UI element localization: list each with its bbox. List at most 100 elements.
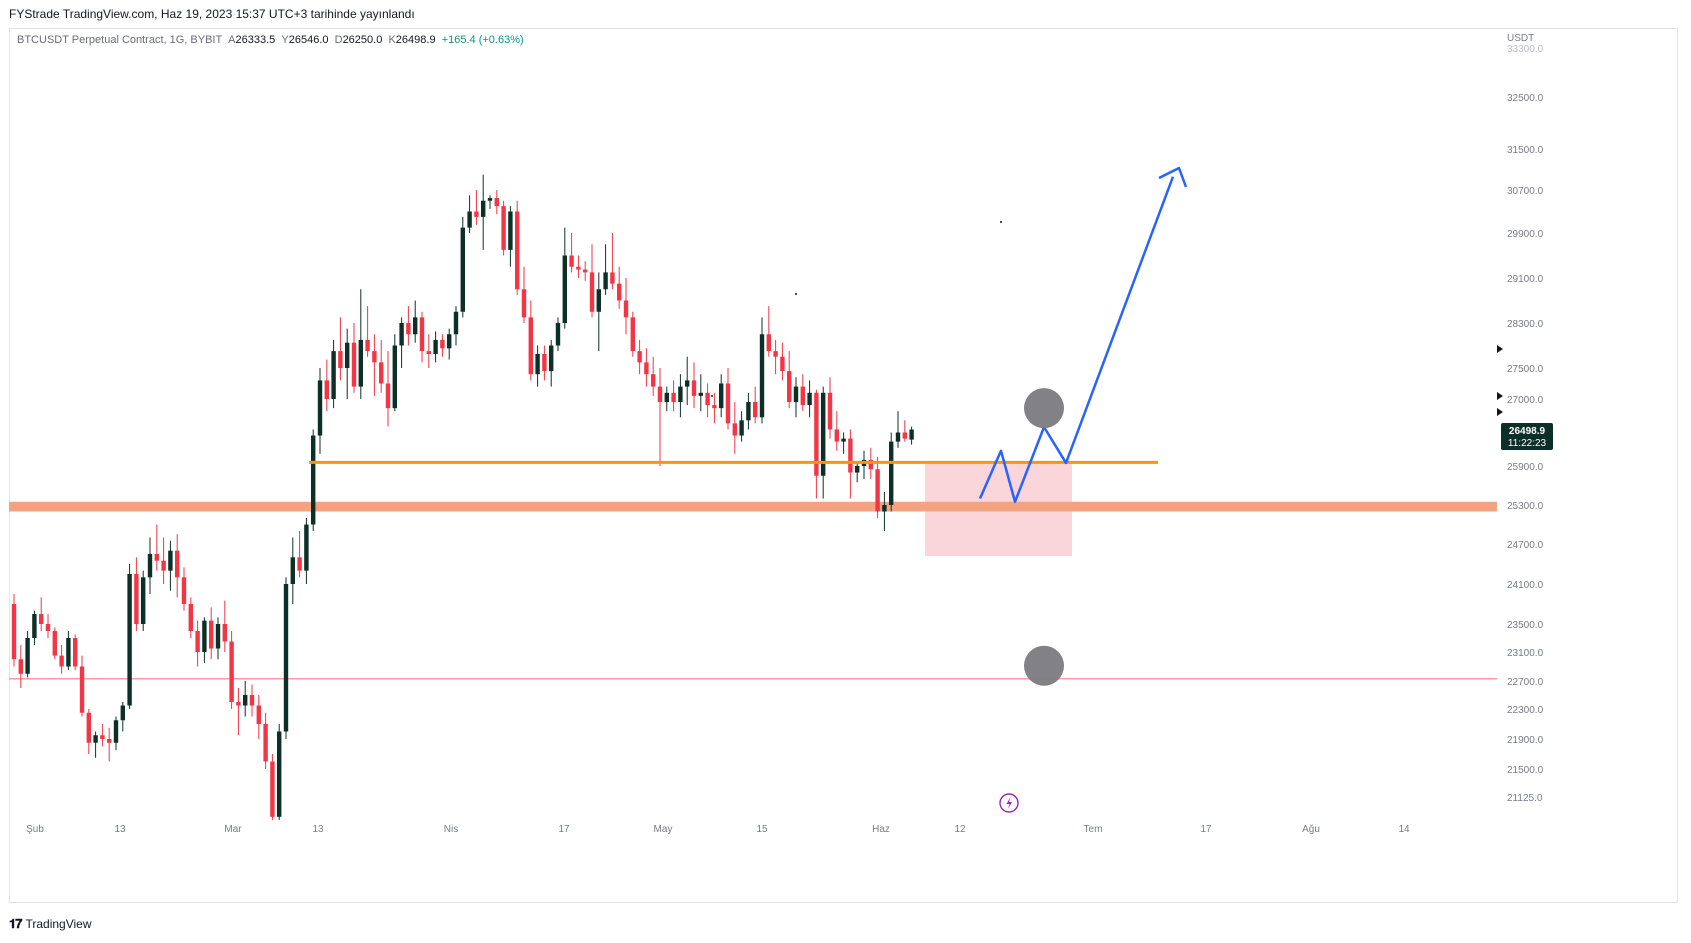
candle-body <box>209 620 214 649</box>
candle-body <box>331 351 336 399</box>
candle-body <box>107 739 112 743</box>
candle-body <box>773 351 778 357</box>
candle <box>79 655 85 717</box>
y-tick-label: 24100.0 <box>1507 580 1544 591</box>
y-tick-label: 29100.0 <box>1507 274 1544 285</box>
candle-body <box>283 584 289 732</box>
candle-body <box>569 255 574 267</box>
candle-body <box>263 724 268 762</box>
candle-body <box>467 211 472 228</box>
x-tick-label: Mar <box>224 824 242 835</box>
candle <box>848 429 853 499</box>
chart-overlays <box>309 166 1188 813</box>
candle-body <box>52 631 57 656</box>
y-tick-label: 23500.0 <box>1507 620 1544 631</box>
candle <box>277 724 282 820</box>
y-tick-label: 28300.0 <box>1507 319 1544 330</box>
candle <box>379 339 384 393</box>
candle-body <box>379 362 384 384</box>
candle-body <box>766 334 771 352</box>
footer-brand[interactable]: 𝟏𝟕 TradingView <box>9 916 92 932</box>
candle <box>73 634 78 671</box>
candle-body <box>447 334 452 349</box>
candle <box>739 411 744 442</box>
candle <box>827 377 833 439</box>
candle-body <box>175 550 180 578</box>
x-tick-label: 15 <box>756 824 768 835</box>
candle <box>107 727 112 762</box>
candle-body <box>889 441 894 505</box>
candle <box>141 570 146 631</box>
candle <box>535 345 540 387</box>
candle-body <box>113 720 119 743</box>
publication-info: FYStrade TradingView.com, Haz 19, 2023 1… <box>9 7 415 21</box>
candle <box>120 702 125 732</box>
candle-body <box>168 550 173 571</box>
candle <box>365 306 370 357</box>
candle-body <box>549 345 554 372</box>
candle-body <box>793 386 799 403</box>
candle-body <box>691 380 697 396</box>
candle-body <box>753 402 758 418</box>
candle <box>793 377 799 418</box>
candle-body <box>249 695 255 706</box>
candle <box>657 368 663 466</box>
candle <box>487 195 493 209</box>
candle-body <box>338 351 343 368</box>
candle-series <box>11 174 914 820</box>
open-label: A <box>228 34 236 46</box>
candle-body <box>73 638 78 667</box>
high-label: Y <box>281 34 289 46</box>
candle-body <box>304 524 309 571</box>
y-tick-label: 32500.0 <box>1507 93 1544 104</box>
candle <box>603 244 608 295</box>
candle-body <box>603 272 608 290</box>
candle-body <box>542 353 547 372</box>
candle <box>481 174 486 250</box>
candle-body <box>848 438 853 473</box>
candle <box>895 411 901 448</box>
candle <box>467 195 472 233</box>
candle-body <box>406 323 411 335</box>
candle-body <box>739 420 744 436</box>
candle <box>630 311 635 357</box>
projection-arrow-head <box>1158 166 1188 188</box>
candle-body <box>712 405 717 409</box>
y-tick-label: 31500.0 <box>1507 145 1544 156</box>
candle-body <box>134 574 139 624</box>
price-tag-bg <box>1501 423 1553 450</box>
candle <box>317 368 323 454</box>
y-tick-label: 33300.0 <box>1507 44 1544 55</box>
candle-body <box>86 712 91 743</box>
candle <box>780 342 785 381</box>
candle <box>521 266 527 323</box>
candle-body <box>698 392 703 396</box>
candle <box>644 348 649 387</box>
candle <box>834 411 839 451</box>
last-price-tag: 26498.911:22:23 <box>1501 423 1553 450</box>
y-tick-label: 27500.0 <box>1507 364 1544 375</box>
stray-dot <box>795 293 797 295</box>
candle <box>297 531 302 578</box>
candle-body <box>202 620 207 652</box>
candle <box>909 426 914 445</box>
candle-body <box>834 429 839 442</box>
candle <box>596 272 601 352</box>
candle-body <box>66 638 71 667</box>
candle-body <box>535 353 540 375</box>
y-tick-label: 27000.0 <box>1507 395 1544 406</box>
candle <box>202 617 207 663</box>
candle-body <box>100 735 105 739</box>
candle-body <box>807 392 812 406</box>
candle-body <box>453 311 459 335</box>
candle-body <box>45 624 51 631</box>
axis-marker-icon <box>1497 392 1503 400</box>
candle-body <box>256 705 261 724</box>
candle <box>447 328 452 360</box>
candle-body <box>297 557 302 571</box>
candle-body <box>413 317 418 335</box>
candle-body <box>127 574 132 706</box>
candle-body <box>521 289 527 318</box>
candle <box>249 684 255 717</box>
